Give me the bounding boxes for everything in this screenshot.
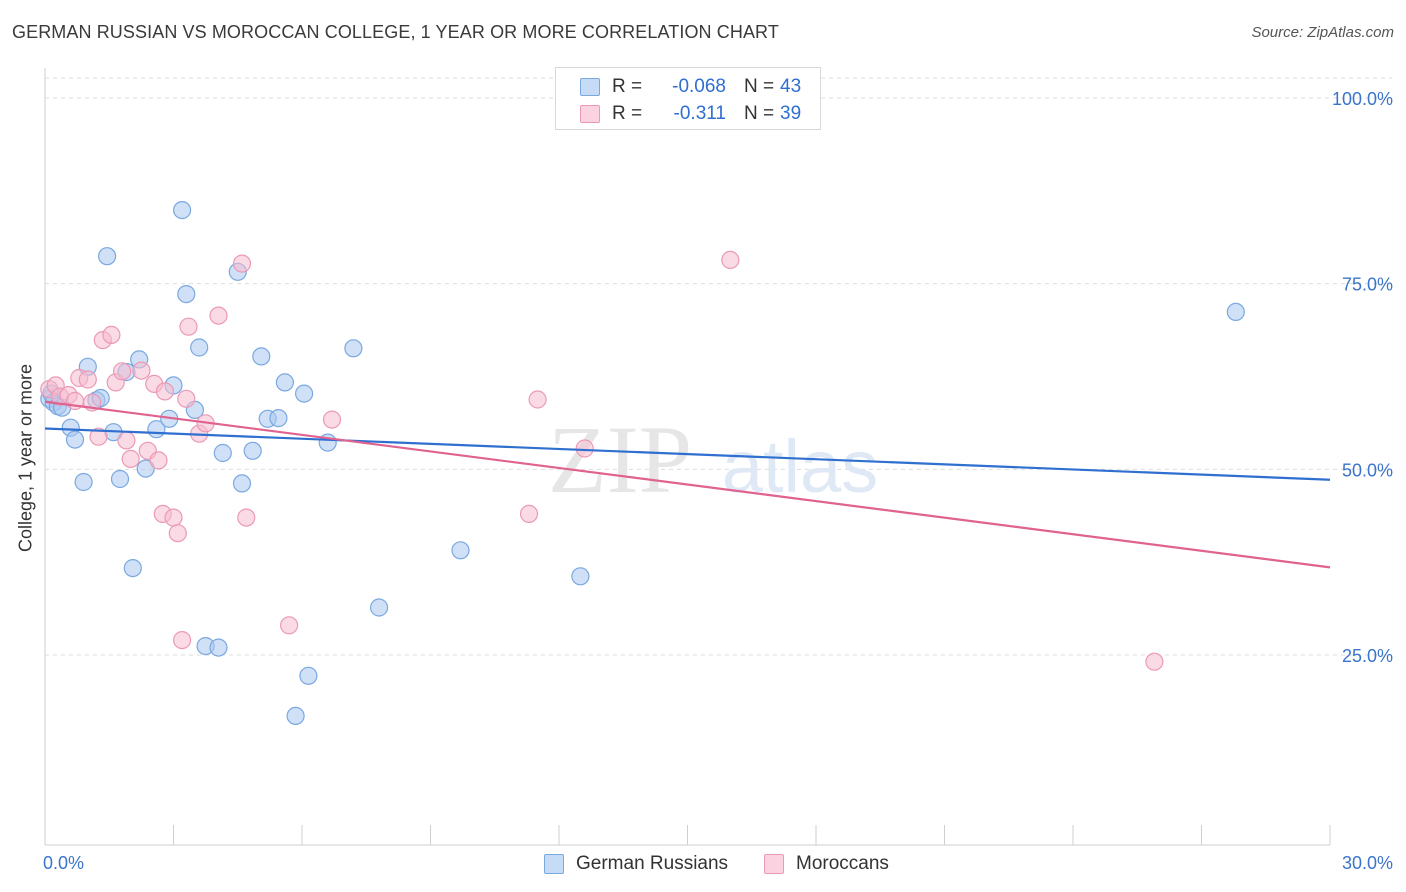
- bottom-legend-label: German Russians: [576, 853, 729, 874]
- german-russians-point: [286, 706, 305, 726]
- german-russians-point: [65, 430, 85, 449]
- chart-title: GERMAN RUSSIAN VS MOROCCAN COLLEGE, 1 YE…: [12, 22, 779, 42]
- moroccans-point: [132, 361, 151, 380]
- german-russians-point: [110, 469, 130, 489]
- moroccans-point: [519, 504, 539, 524]
- legend-r-label: R =: [612, 76, 643, 97]
- moroccans-point: [1145, 652, 1164, 671]
- moroccans-point: [117, 431, 136, 450]
- moroccans-point: [164, 508, 183, 527]
- moroccans-point: [177, 389, 196, 408]
- german-russians-point: [173, 201, 192, 220]
- german-russians-point: [190, 338, 209, 357]
- axes-layer: [44, 68, 1331, 846]
- german-russians-point: [344, 339, 363, 358]
- legend-n-value: 43: [780, 76, 802, 97]
- watermark-atlas: atlas: [722, 425, 878, 508]
- y-tick-label: 75.0%: [1342, 275, 1393, 295]
- german-russians-point: [370, 598, 389, 617]
- moroccans-point: [179, 317, 198, 336]
- german-russians-point: [269, 409, 288, 428]
- moroccans-points: [40, 250, 1164, 671]
- german-russians-point: [232, 474, 252, 493]
- moroccans-point: [721, 250, 740, 269]
- tick-labels: 25.0% 50.0% 75.0% 100.0% 0.0% 30.0%: [43, 89, 1393, 873]
- moroccans-trend-line: [44, 400, 1331, 569]
- german-russians-point: [243, 441, 262, 460]
- moroccans-point: [209, 306, 228, 325]
- legend-swatch-blue: [580, 78, 600, 96]
- german-russians-point: [1226, 302, 1245, 321]
- german-russians-point: [252, 347, 271, 366]
- legend-n-value: 39: [780, 103, 802, 124]
- moroccans-point: [173, 630, 192, 650]
- bottom-legend-moroccans: Moroccans: [764, 852, 889, 876]
- legend-row-german-russians: R = -0.068 N = 43: [580, 74, 801, 100]
- legend-swatch-pink: [580, 105, 600, 123]
- german-russians-point: [295, 384, 314, 403]
- moroccans-point: [89, 427, 108, 446]
- german-russians-point: [571, 567, 590, 586]
- german-russians-point: [74, 472, 93, 492]
- moroccans-point: [168, 524, 187, 543]
- german-russians-point: [209, 638, 228, 657]
- moroccans-point: [528, 390, 547, 409]
- moroccans-point: [237, 508, 256, 527]
- german-russians-point: [97, 247, 117, 266]
- bottom-legend-swatch-blue: [544, 854, 564, 874]
- moroccans-point: [280, 616, 299, 635]
- correlation-legend: R = -0.068 N = 43 R = -0.311 N = 39: [555, 67, 821, 130]
- legend-r-value: -0.068: [672, 76, 726, 97]
- german-russians-point: [123, 558, 142, 578]
- moroccans-point: [78, 370, 97, 389]
- x-tick-label: 30.0%: [1342, 853, 1393, 873]
- y-axis-label: College, 1 year or more: [15, 363, 36, 553]
- german-russians-trend-line: [44, 427, 1331, 481]
- trend-lines: [44, 400, 1331, 569]
- y-tick-label: 50.0%: [1342, 460, 1393, 480]
- moroccans-point: [322, 410, 342, 429]
- moroccans-point: [232, 254, 252, 273]
- legend-n-label: N =: [744, 76, 775, 97]
- bottom-legend-german-russians: German Russians: [544, 852, 728, 876]
- moroccans-point: [112, 362, 132, 381]
- bottom-legend-swatch-pink: [764, 854, 784, 874]
- legend-n-label: N =: [744, 103, 775, 124]
- legend-r-value: -0.311: [673, 103, 726, 124]
- x-tick-label: 0.0%: [43, 853, 84, 873]
- source-label: Source: ZipAtlas.com: [1251, 24, 1394, 41]
- moroccans-point: [149, 451, 168, 470]
- german-russians-point: [275, 373, 294, 392]
- moroccans-point: [155, 382, 174, 401]
- grid-layer: [45, 77, 1392, 656]
- y-tick-label: 100.0%: [1332, 89, 1393, 109]
- legend-r-label: R =: [612, 103, 643, 124]
- german-russians-point: [177, 285, 196, 304]
- german-russians-point: [451, 541, 470, 560]
- watermark-zip: ZIP: [548, 406, 692, 513]
- moroccans-point: [102, 325, 121, 344]
- moroccans-point: [575, 439, 594, 458]
- bottom-legend-label: Moroccans: [796, 853, 889, 874]
- german-russians-point: [299, 666, 318, 685]
- german-russians-point: [136, 459, 155, 478]
- moroccans-point: [121, 449, 140, 468]
- y-tick-label: 25.0%: [1342, 646, 1393, 666]
- german-russians-point: [213, 443, 232, 463]
- legend-row-moroccans: R = -0.311 N = 39: [580, 101, 801, 127]
- watermark: ZIP atlas: [548, 406, 878, 513]
